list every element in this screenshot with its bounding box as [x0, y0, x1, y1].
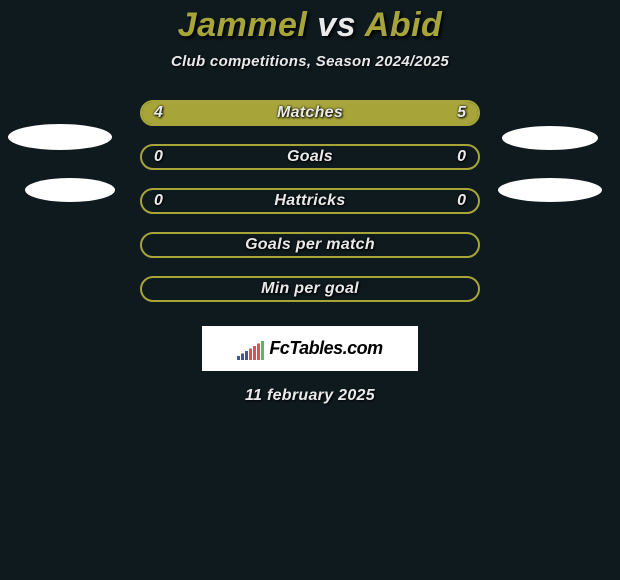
barchart-icon	[237, 338, 265, 360]
date-label: 11 february 2025	[245, 387, 375, 405]
stat-row: Goals per match	[140, 232, 480, 258]
stat-row: Min per goal	[140, 276, 480, 302]
vs-label: vs	[317, 6, 356, 44]
player2-name: Abid	[365, 6, 443, 44]
stat-row: Matches45	[140, 100, 480, 126]
stat-label: Goals	[142, 148, 478, 166]
page-title: Jammel vs Abid	[178, 6, 443, 45]
photo-ellipse	[498, 178, 602, 202]
photo-ellipse	[8, 124, 112, 150]
stat-label: Hattricks	[142, 192, 478, 210]
logo: FcTables.com	[237, 338, 382, 360]
stat-label: Matches	[142, 104, 478, 122]
comparison-card: Jammel vs Abid Club competitions, Season…	[0, 0, 620, 580]
stat-row: Goals00	[140, 144, 480, 170]
photo-ellipse	[502, 126, 598, 150]
subtitle: Club competitions, Season 2024/2025	[171, 53, 449, 70]
stat-label: Goals per match	[142, 236, 478, 254]
logo-box: FcTables.com	[202, 326, 418, 371]
photo-ellipse	[25, 178, 115, 202]
player1-name: Jammel	[178, 6, 308, 44]
stat-label: Min per goal	[142, 280, 478, 298]
stat-row: Hattricks00	[140, 188, 480, 214]
logo-text: FcTables.com	[269, 338, 382, 359]
